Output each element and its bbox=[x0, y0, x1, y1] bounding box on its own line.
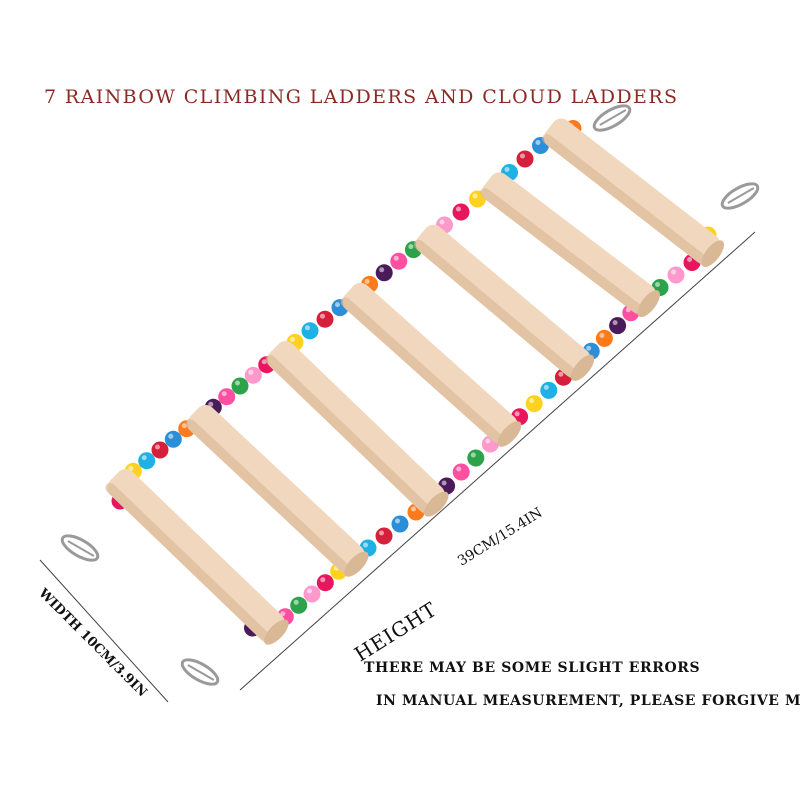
wooden-rung bbox=[542, 118, 725, 268]
hooks bbox=[60, 104, 760, 686]
bead bbox=[301, 322, 319, 340]
hook-icon bbox=[720, 182, 760, 210]
bead bbox=[452, 463, 470, 481]
bead bbox=[609, 317, 627, 335]
wooden-rung bbox=[105, 469, 289, 645]
bead bbox=[151, 441, 169, 459]
wooden-rung bbox=[185, 404, 369, 577]
bead bbox=[540, 381, 558, 399]
hook-icon bbox=[60, 534, 100, 562]
bead bbox=[218, 388, 236, 406]
bead bbox=[390, 252, 408, 270]
bead bbox=[516, 150, 534, 168]
measurement-note-line-2: IN MANUAL MEASUREMENT, PLEASE FORGIVE ME… bbox=[376, 693, 800, 709]
height-dimension-line bbox=[239, 231, 756, 691]
product-title: 7 RAINBOW CLIMBING LADDERS AND CLOUD LAD… bbox=[44, 86, 679, 108]
wooden-rung bbox=[265, 341, 449, 517]
bead bbox=[525, 395, 543, 413]
bead bbox=[244, 366, 262, 384]
width-dimension-line bbox=[39, 559, 169, 703]
bead bbox=[303, 585, 321, 603]
bead bbox=[467, 449, 485, 467]
measurement-note-line-1: THERE MAY BE SOME SLIGHT ERRORS bbox=[364, 660, 701, 676]
bead bbox=[452, 203, 470, 221]
bead bbox=[375, 264, 393, 282]
wooden-rung bbox=[480, 172, 660, 318]
bead bbox=[595, 329, 613, 347]
hook-icon bbox=[180, 658, 220, 686]
bead bbox=[138, 452, 156, 470]
wooden-rung bbox=[340, 282, 522, 447]
bead bbox=[375, 527, 393, 545]
wooden-rungs bbox=[105, 118, 725, 645]
bead bbox=[164, 430, 182, 448]
bead bbox=[231, 377, 249, 395]
bead bbox=[290, 596, 308, 614]
wooden-rung bbox=[413, 224, 595, 381]
bead bbox=[316, 310, 334, 328]
bead bbox=[391, 515, 409, 533]
bead bbox=[316, 574, 334, 592]
bead bbox=[667, 266, 685, 284]
hook-icon bbox=[592, 104, 632, 132]
